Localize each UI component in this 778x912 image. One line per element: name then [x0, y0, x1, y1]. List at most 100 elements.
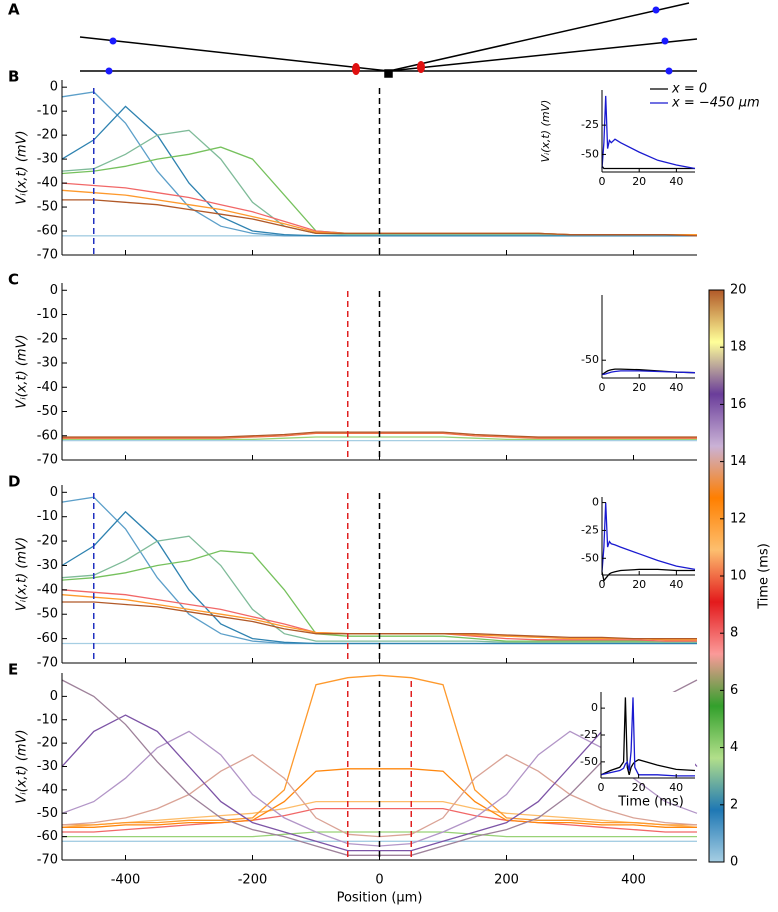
inset-curve [601, 165, 695, 170]
y-tick-label: -40 [37, 176, 58, 191]
inset-y-tick-label: -50 [581, 147, 599, 160]
voltage-curve [61, 105, 697, 237]
y-tick-label: 0 [50, 283, 58, 298]
panel-label: A [8, 1, 20, 19]
y-tick-label: -40 [37, 380, 58, 395]
y-tick-label: -60 [37, 829, 58, 844]
inset-x-tick-label: 20 [632, 175, 646, 188]
inset-background [602, 295, 695, 378]
y-tick-label: -50 [37, 806, 58, 821]
site-dot [105, 67, 113, 75]
colorbar-tick-label: 18 [730, 340, 747, 355]
y-tick-label: -50 [37, 200, 58, 215]
y-tick-label: -60 [37, 428, 58, 443]
inset-curve [602, 370, 696, 376]
voltage-curve [62, 807, 697, 833]
voltage-curve [62, 768, 697, 828]
inset-x-tick-label: 20 [632, 578, 646, 591]
x-tick-label: -200 [238, 873, 268, 888]
inset-y-tick-label: -25 [580, 728, 598, 741]
colorbar-label: Time (ms) [757, 543, 772, 610]
inset-y-tick-label: -50 [581, 353, 599, 366]
y-tick-label: -20 [37, 331, 58, 346]
y-tick-label: -20 [37, 534, 58, 549]
panel-label: B [8, 68, 19, 86]
colorbar-tick-label: 2 [730, 797, 738, 812]
inset-x-tick-label: 0 [598, 781, 605, 794]
y-tick-label: -10 [37, 509, 58, 524]
inset-curve [600, 697, 695, 777]
y-tick-label: -10 [37, 307, 58, 322]
colorbar-tick-label: 12 [730, 511, 747, 526]
inset-background [602, 497, 695, 575]
x-tick-label: 400 [621, 873, 646, 888]
y-axis-label: Vᵢ(x,t) (mV) [15, 130, 30, 204]
inset-y-tick-label: -25 [581, 118, 599, 131]
panel-label: C [8, 271, 19, 289]
y-tick-label: -50 [37, 607, 58, 622]
inset-y-tick-label: 0 [592, 496, 599, 509]
soma [384, 69, 393, 78]
inset-x-tick-label: 20 [632, 781, 646, 794]
inset-x-tick-label: 40 [669, 381, 683, 394]
colorbar-tick-label: 0 [730, 855, 738, 870]
branch [388, 2, 690, 72]
legend-label: x = −450 µm [671, 96, 760, 111]
colorbar-tick-label: 16 [730, 397, 747, 412]
colorbar-tick-label: 10 [730, 569, 747, 584]
inset-x-axis-label: Time (ms) [617, 795, 684, 810]
y-tick-label: 0 [50, 80, 58, 95]
morphology-diagram [79, 2, 698, 78]
site-dot [665, 67, 673, 75]
y-tick-label: -50 [37, 404, 58, 419]
synapse-dot [352, 63, 360, 75]
inset-curve [600, 697, 696, 776]
panel-label: E [8, 661, 18, 679]
y-axis-label: Vᵢ(x,t) (mV) [15, 537, 30, 611]
y-axis-label: Vᵢ(x,t) (mV) [15, 334, 30, 408]
inset-x-tick-label: 20 [632, 381, 646, 394]
y-tick-label: -60 [37, 631, 58, 646]
inset-curve [601, 502, 696, 572]
colorbar-tick-label: 14 [730, 454, 747, 469]
y-tick-label: -70 [37, 853, 58, 868]
inset-x-tick-label: 40 [669, 781, 683, 794]
y-tick-label: 0 [50, 485, 58, 500]
colorbar-tick-label: 20 [730, 283, 747, 298]
inset-y-tick-label: -50 [581, 551, 599, 564]
synapse-dot [417, 61, 425, 73]
y-tick-label: -20 [37, 736, 58, 751]
y-tick-label: -40 [37, 582, 58, 597]
inset-curve [601, 568, 695, 583]
inset-x-tick-label: 0 [599, 381, 606, 394]
inset-curve [601, 95, 696, 170]
y-tick-label: -40 [37, 782, 58, 797]
inset-background [601, 692, 695, 778]
colorbar-tick-label: 6 [730, 683, 738, 698]
y-tick-label: -70 [37, 453, 58, 468]
site-dot [109, 37, 117, 45]
branch [388, 38, 698, 72]
y-tick-label: -30 [37, 356, 58, 371]
x-tick-label: 200 [494, 873, 519, 888]
y-tick-label: -20 [37, 128, 58, 143]
voltage-curve [61, 714, 698, 852]
y-tick-label: -10 [37, 104, 58, 119]
colorbar-tick-label: 8 [730, 626, 738, 641]
panel-label: D [8, 473, 20, 491]
colorbar-tick-label: 4 [730, 740, 738, 755]
x-tick-label: -400 [111, 873, 141, 888]
y-tick-label: -70 [37, 248, 58, 263]
y-tick-label: -30 [37, 558, 58, 573]
branch [79, 36, 390, 72]
inset-x-tick-label: 0 [599, 175, 606, 188]
inset-x-tick-label: 40 [669, 175, 683, 188]
x-tick-label: 0 [375, 873, 383, 888]
inset-y-tick-label: -50 [580, 755, 598, 768]
y-tick-label: 0 [50, 689, 58, 704]
y-tick-label: -60 [37, 224, 58, 239]
y-axis-label: Vᵢ(x,t) (mV) [15, 729, 30, 803]
site-dot [661, 37, 669, 45]
inset-y-tick-label: -25 [581, 523, 599, 536]
